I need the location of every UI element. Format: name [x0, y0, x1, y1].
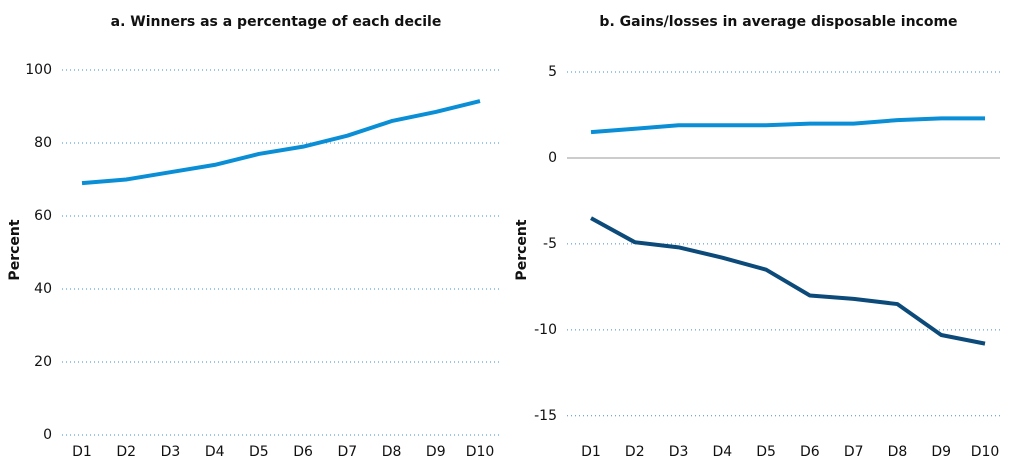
x-tick-label: D2 — [116, 444, 136, 460]
series-line — [590, 116, 985, 135]
x-tick-label: D5 — [249, 444, 269, 460]
x-tick-label: D7 — [844, 444, 864, 460]
y-tick-label: -5 — [543, 236, 557, 252]
series-line — [590, 216, 986, 346]
x-tick-label: D3 — [669, 444, 689, 460]
series-line — [81, 99, 481, 186]
x-tick-label: D3 — [161, 444, 181, 460]
y-tick-label: 40 — [34, 281, 52, 297]
x-tick-label: D1 — [72, 444, 92, 460]
x-tick-label: D10 — [971, 444, 1000, 460]
y-tick-label: 0 — [43, 427, 52, 443]
y-tick-label: 20 — [34, 354, 52, 370]
x-tick-label: D9 — [931, 444, 951, 460]
y-axis-label: Percent — [514, 219, 530, 280]
y-tick-label: 0 — [548, 150, 557, 166]
x-tick-label: D1 — [581, 444, 601, 460]
chart-title: b. Gains/losses in average disposable in… — [599, 14, 957, 30]
chart-title: a. Winners as a percentage of each decil… — [111, 14, 442, 30]
x-tick-label: D4 — [712, 444, 732, 460]
y-tick-label: -10 — [534, 322, 557, 338]
x-tick-label: D9 — [426, 444, 446, 460]
x-tick-label: D2 — [625, 444, 645, 460]
y-tick-label: 5 — [548, 64, 557, 80]
x-tick-label: D6 — [293, 444, 313, 460]
x-tick-label: D4 — [205, 444, 225, 460]
y-tick-label: 60 — [34, 208, 52, 224]
y-axis-label: Percent — [7, 219, 23, 280]
x-tick-label: D6 — [800, 444, 820, 460]
x-tick-label: D8 — [382, 444, 402, 460]
y-tick-label: 100 — [25, 62, 52, 78]
x-tick-label: D7 — [337, 444, 357, 460]
y-tick-label: -15 — [534, 408, 557, 424]
x-tick-label: D10 — [466, 444, 495, 460]
x-tick-label: D8 — [888, 444, 908, 460]
y-tick-label: 80 — [34, 135, 52, 151]
x-tick-label: D5 — [756, 444, 776, 460]
